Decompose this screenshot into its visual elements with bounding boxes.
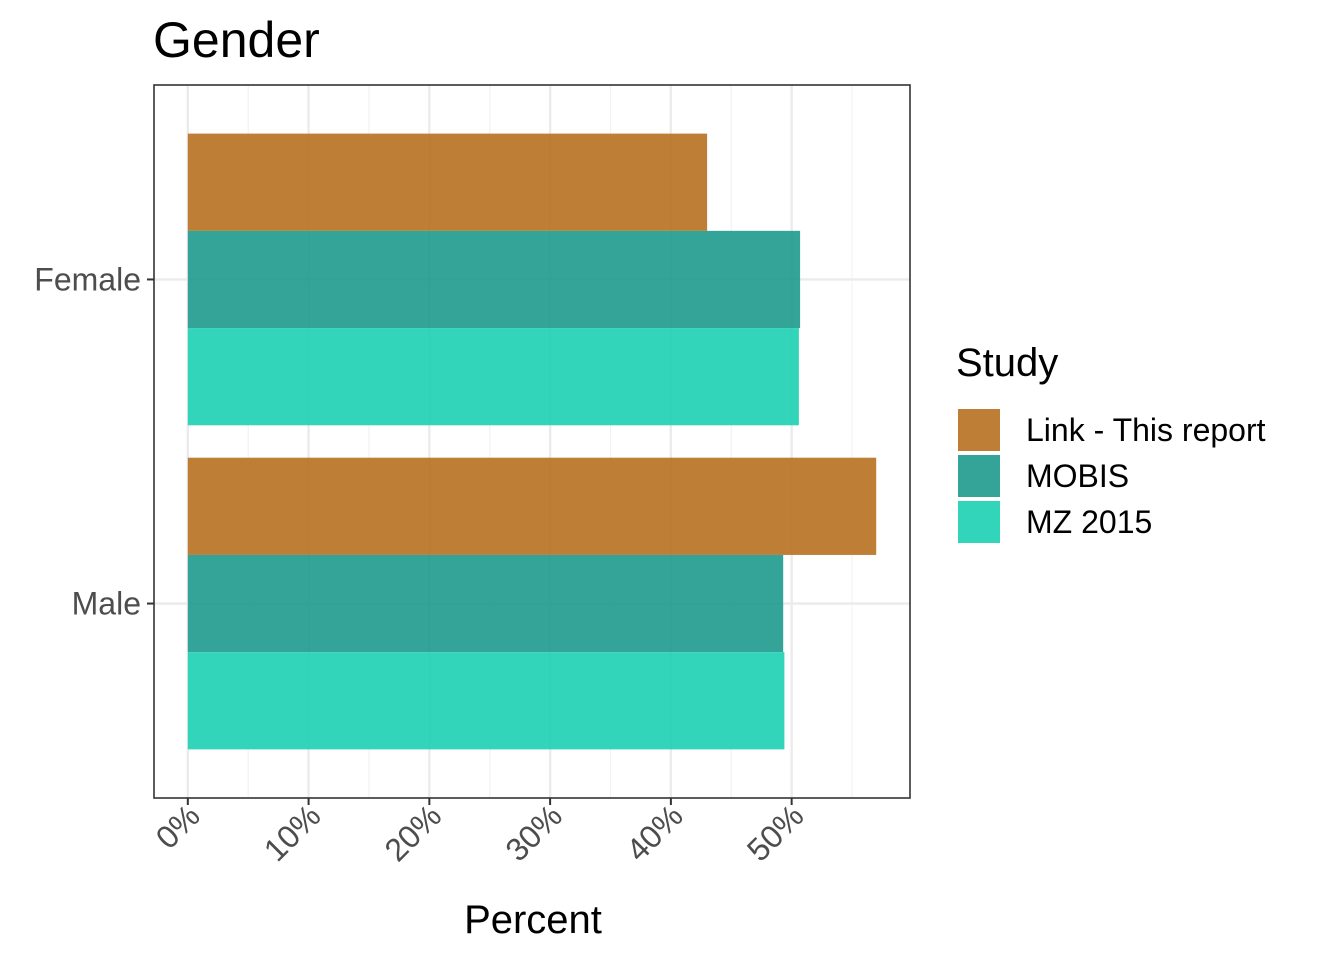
x-axis-title: Percent [464,898,602,942]
legend-key [958,501,1000,543]
x-tick-label: 10% [257,797,328,868]
bar-male-mobis [187,554,784,653]
bar-male-link-this-report [187,457,877,555]
legend: Study Link - This report MOBIS MZ 2015 [956,341,1266,543]
legend-label: MZ 2015 [1026,504,1152,540]
x-axis: 0% 10% 20% 30% 40% 50% [149,797,811,868]
legend-label: Link - This report [1026,412,1266,448]
bar-female-link-this-report [187,133,708,231]
legend-key [958,455,1000,497]
x-tick-label: 20% [378,797,449,868]
x-tick-label: 40% [619,797,690,868]
legend-title: Study [956,341,1058,385]
y-tick-label: Male [72,586,141,622]
legend-key [958,409,1000,451]
x-tick-label: 50% [740,797,811,868]
bar-female-mz-2015 [187,328,799,426]
panel-border [153,84,911,799]
y-axis: Female Male [34,261,154,622]
y-tick-label: Female [34,261,141,297]
legend-label: MOBIS [1026,458,1129,494]
plot-panel [153,84,911,799]
chart-title: Gender [153,12,320,68]
bar-male-mz-2015 [187,652,785,750]
x-tick-label: 0% [149,797,207,855]
bar-female-mobis [187,230,801,329]
x-tick-label: 30% [498,797,569,868]
